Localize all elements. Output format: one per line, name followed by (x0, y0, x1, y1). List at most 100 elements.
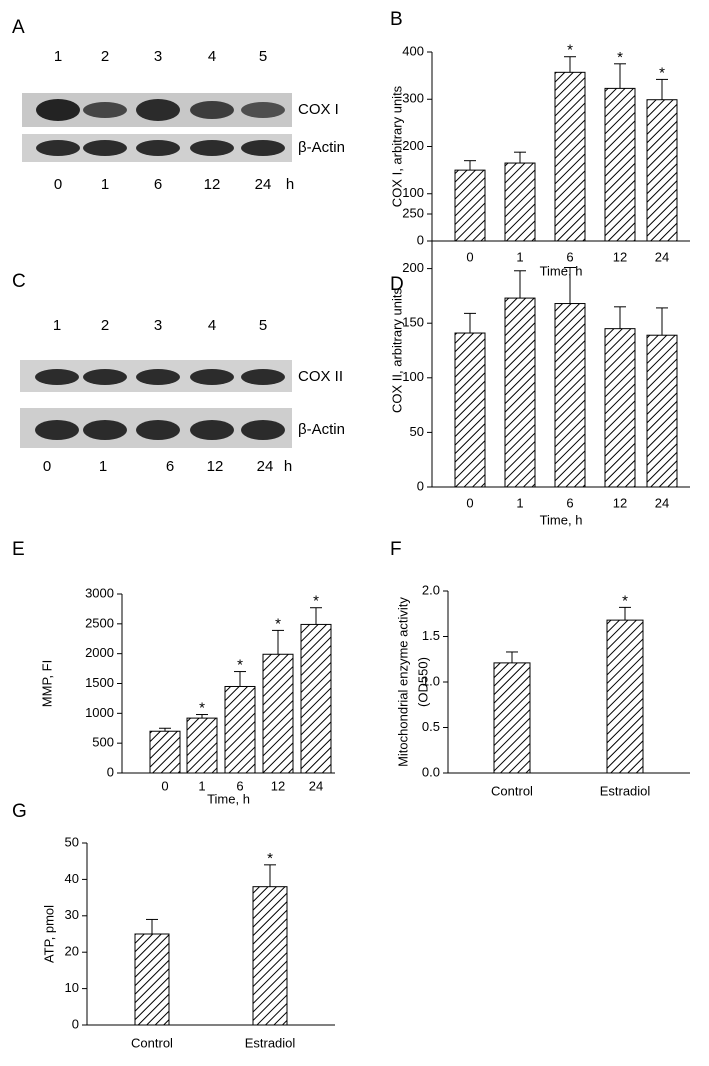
y-tick-label: 40 (65, 871, 79, 886)
panel-label: B (390, 9, 403, 30)
y-axis-label: MMP, FI (39, 660, 54, 707)
bar (606, 619, 644, 774)
y-tick-label: 500 (92, 735, 114, 750)
band (83, 102, 127, 118)
y-tick-label: 50 (410, 424, 424, 439)
lane-number: 5 (259, 317, 267, 334)
significance-mark: * (313, 593, 319, 610)
x-tick-label: 0 (161, 778, 168, 793)
significance-mark: * (622, 592, 628, 609)
panel-label: G (12, 801, 27, 822)
y-tick-label: 50 (65, 834, 79, 849)
bar (646, 99, 678, 242)
x-tick-label: 0 (466, 495, 473, 510)
band (83, 369, 127, 385)
x-tick-label: Estradiol (245, 1035, 296, 1050)
time-label: 0 (54, 176, 62, 193)
y-tick-label: 1500 (85, 675, 114, 690)
bar (186, 717, 218, 774)
significance-mark: * (617, 49, 623, 66)
bar (554, 71, 586, 242)
x-axis-label: Time, h (540, 512, 583, 527)
band (36, 140, 80, 156)
x-tick-label: 6 (566, 495, 573, 510)
significance-mark: * (275, 615, 281, 632)
y-tick-label: 0 (417, 478, 424, 493)
band (241, 102, 285, 118)
time-label: 1 (101, 176, 109, 193)
time-label: 1 (99, 458, 107, 475)
time-unit: h (284, 458, 292, 475)
x-tick-label: 12 (613, 495, 627, 510)
y-tick-label: 0.0 (422, 764, 440, 779)
significance-mark: * (199, 699, 205, 716)
band (190, 420, 234, 440)
band-label: β-Actin (298, 421, 345, 438)
band (190, 369, 234, 385)
panel-label: A (12, 17, 25, 38)
y-axis-label: ATP, pmol (41, 905, 56, 963)
x-axis-label: Time, h (207, 791, 250, 806)
x-axis-label: Time, h (540, 263, 583, 278)
y-tick-label: 0 (417, 232, 424, 247)
bar (454, 169, 486, 242)
bar (252, 886, 288, 1026)
y-tick-label: 2500 (85, 615, 114, 630)
band (241, 420, 285, 440)
panel-label: F (390, 539, 402, 560)
y-tick-label: 2000 (85, 645, 114, 660)
x-tick-label: 6 (236, 778, 243, 793)
band (241, 140, 285, 156)
bar (604, 328, 636, 488)
bar (493, 662, 531, 774)
time-label: 6 (154, 176, 162, 193)
y-axis-label: Mitochondrial enzyme activity (395, 597, 410, 767)
x-tick-label: 12 (271, 778, 285, 793)
band (136, 99, 180, 121)
y-tick-label: 300 (402, 91, 424, 106)
bar (149, 730, 181, 774)
lane-number: 2 (101, 48, 109, 65)
y-tick-label: 0.5 (422, 719, 440, 734)
lane-number: 1 (54, 48, 62, 65)
significance-mark: * (267, 850, 273, 867)
significance-mark: * (567, 42, 573, 59)
y-tick-label: 250 (402, 205, 424, 220)
y-tick-label: 200 (402, 260, 424, 275)
significance-mark: * (659, 64, 665, 81)
band (36, 99, 80, 121)
band (241, 369, 285, 385)
x-tick-label: 1 (198, 778, 205, 793)
band (83, 420, 127, 440)
bar (262, 653, 294, 774)
y-tick-label: 20 (65, 944, 79, 959)
x-tick-label: 12 (613, 249, 627, 264)
band (35, 420, 79, 440)
y-tick-label: 0 (107, 764, 114, 779)
panel-label: D (390, 274, 404, 295)
time-label: 12 (204, 176, 221, 193)
time-label: 0 (43, 458, 51, 475)
time-label: 24 (255, 176, 272, 193)
band (83, 140, 127, 156)
y-axis-label: COX I, arbitrary units (389, 85, 404, 207)
panel-label: C (12, 271, 26, 292)
lane-number: 4 (208, 317, 216, 334)
y-tick-label: 3000 (85, 585, 114, 600)
bar (646, 334, 678, 488)
bar (554, 303, 586, 488)
y-tick-label: 10 (65, 980, 79, 995)
y-axis-label: (OD550) (415, 657, 430, 707)
band (136, 140, 180, 156)
bar (300, 623, 332, 774)
bar (504, 162, 536, 242)
y-tick-label: 100 (402, 369, 424, 384)
x-tick-label: Control (491, 783, 533, 798)
x-tick-label: 24 (655, 495, 669, 510)
band-label: COX I (298, 101, 339, 118)
x-tick-label: 0 (466, 249, 473, 264)
significance-mark: * (237, 657, 243, 674)
lane-number: 5 (259, 48, 267, 65)
y-axis-label: COX II, arbitrary units (389, 288, 404, 413)
